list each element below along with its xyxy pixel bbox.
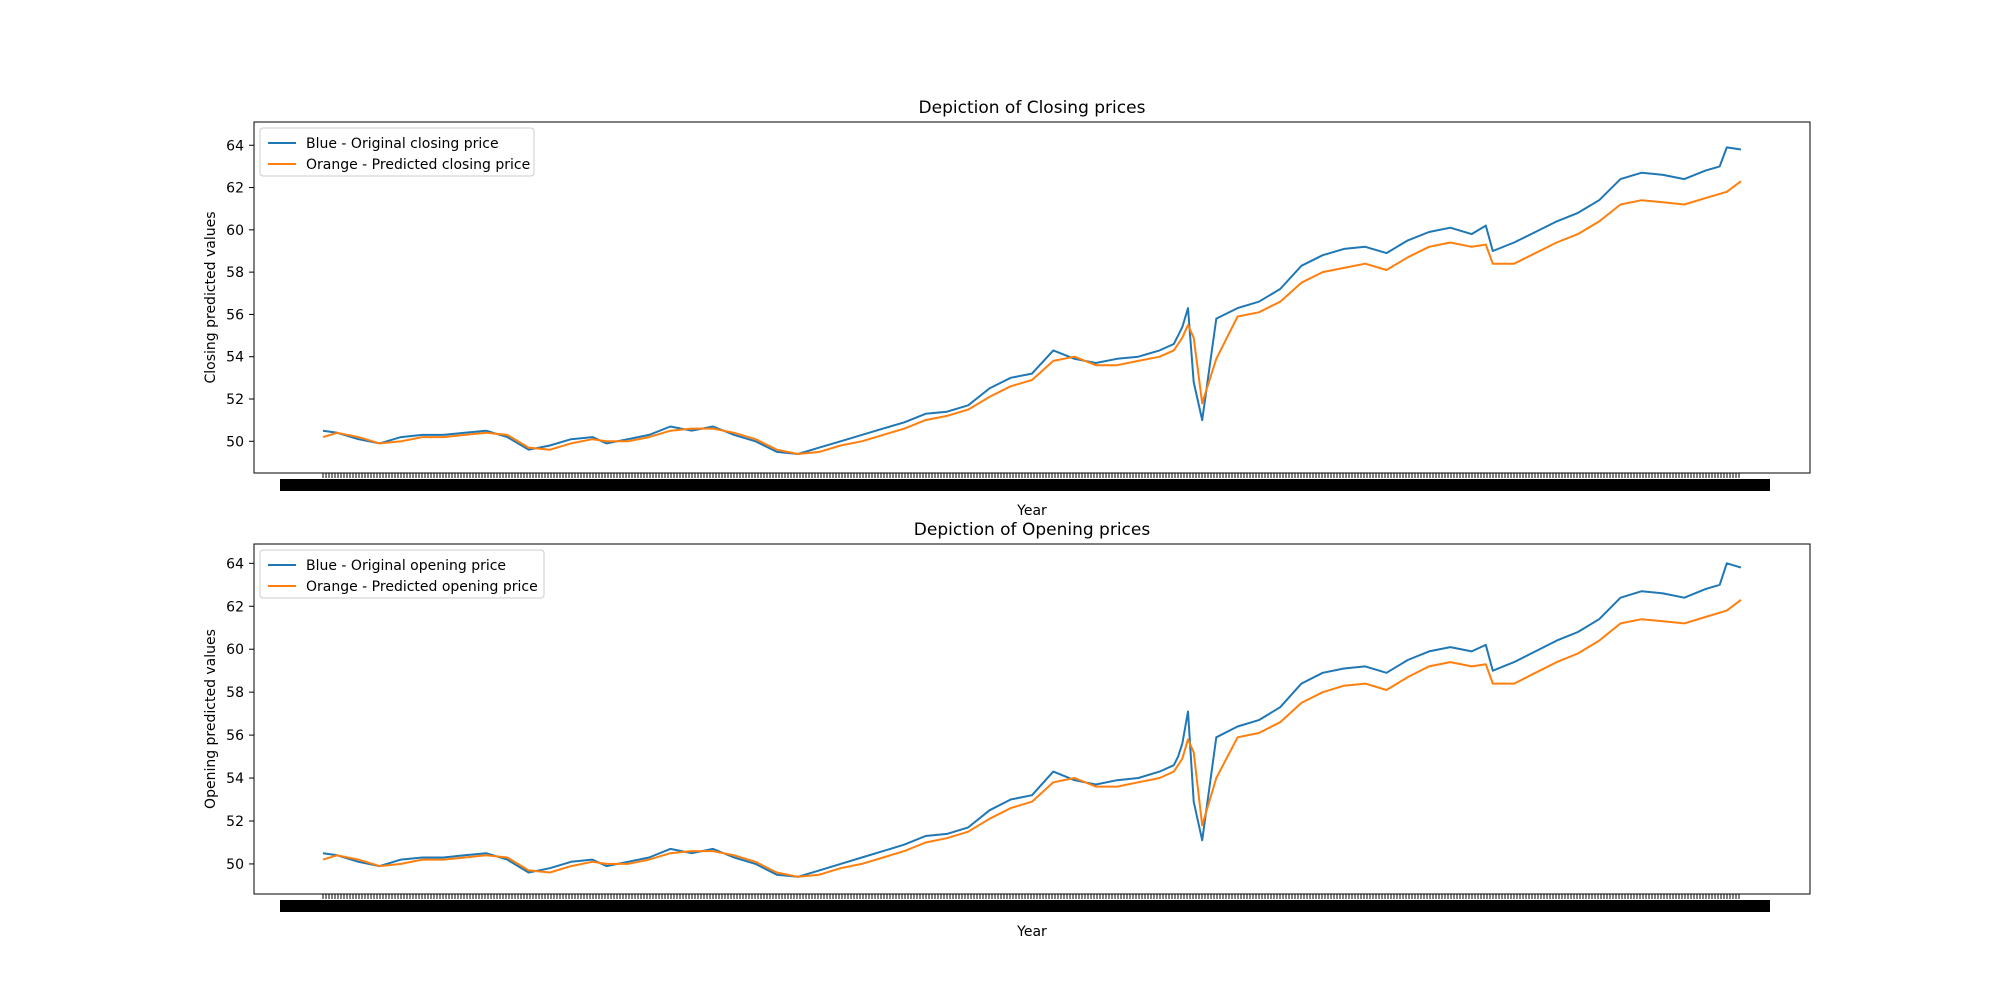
series-line-original	[322, 146, 1742, 455]
y-tick-label: 64	[226, 556, 244, 572]
y-tick-label: 58	[226, 265, 244, 281]
y-tick-label: 58	[226, 685, 244, 701]
legend-box	[259, 127, 535, 177]
y-tick-label: 62	[226, 599, 244, 615]
y-axis-label: Closing predicted values	[203, 211, 219, 383]
y-tick-label: 62	[226, 181, 244, 197]
y-tick-label: 60	[226, 223, 244, 239]
legend: Blue - Original opening price Orange - Pr…	[259, 549, 545, 599]
y-tick-label: 52	[226, 392, 244, 408]
x-tick-labels	[280, 900, 1770, 912]
y-tick-label: 50	[226, 434, 244, 450]
plot-frame	[253, 121, 1811, 474]
y-tick-label: 50	[226, 857, 244, 873]
chart-title: Depiction of Closing prices	[919, 98, 1146, 118]
y-tick-label: 60	[226, 642, 244, 658]
legend-label: Blue - Original opening price	[306, 558, 506, 574]
legend-label: Orange - Predicted opening price	[306, 579, 538, 595]
x-axis-label: Year	[1016, 924, 1047, 940]
y-tick-label: 64	[226, 138, 244, 154]
plot-frame	[253, 543, 1811, 895]
y-tick-label: 56	[226, 728, 244, 744]
legend-label: Orange - Predicted closing price	[306, 157, 530, 173]
legend-label: Blue - Original closing price	[306, 136, 499, 152]
y-axis-label: Opening predicted values	[203, 629, 219, 809]
series-line-original	[322, 562, 1742, 878]
series-line-predicted	[322, 180, 1742, 455]
chart-2: 50 52 54 56 58 60 62 64 Depiction of Opening pri…	[203, 520, 1811, 940]
chart-1: 50 52 54 56 58 60 62 64 Depiction of Closing pri…	[203, 98, 1811, 519]
series-line-predicted	[322, 599, 1742, 878]
x-axis-label: Year	[1016, 503, 1047, 519]
x-tick-labels	[280, 479, 1770, 491]
y-tick-label: 54	[226, 771, 244, 787]
y-tick-label: 56	[226, 307, 244, 323]
y-tick-label: 54	[226, 350, 244, 366]
legend-box	[259, 549, 545, 599]
legend: Blue - Original closing price Orange - Pr…	[259, 127, 535, 177]
chart-title: Depiction of Opening prices	[914, 520, 1151, 540]
y-tick-label: 52	[226, 814, 244, 830]
